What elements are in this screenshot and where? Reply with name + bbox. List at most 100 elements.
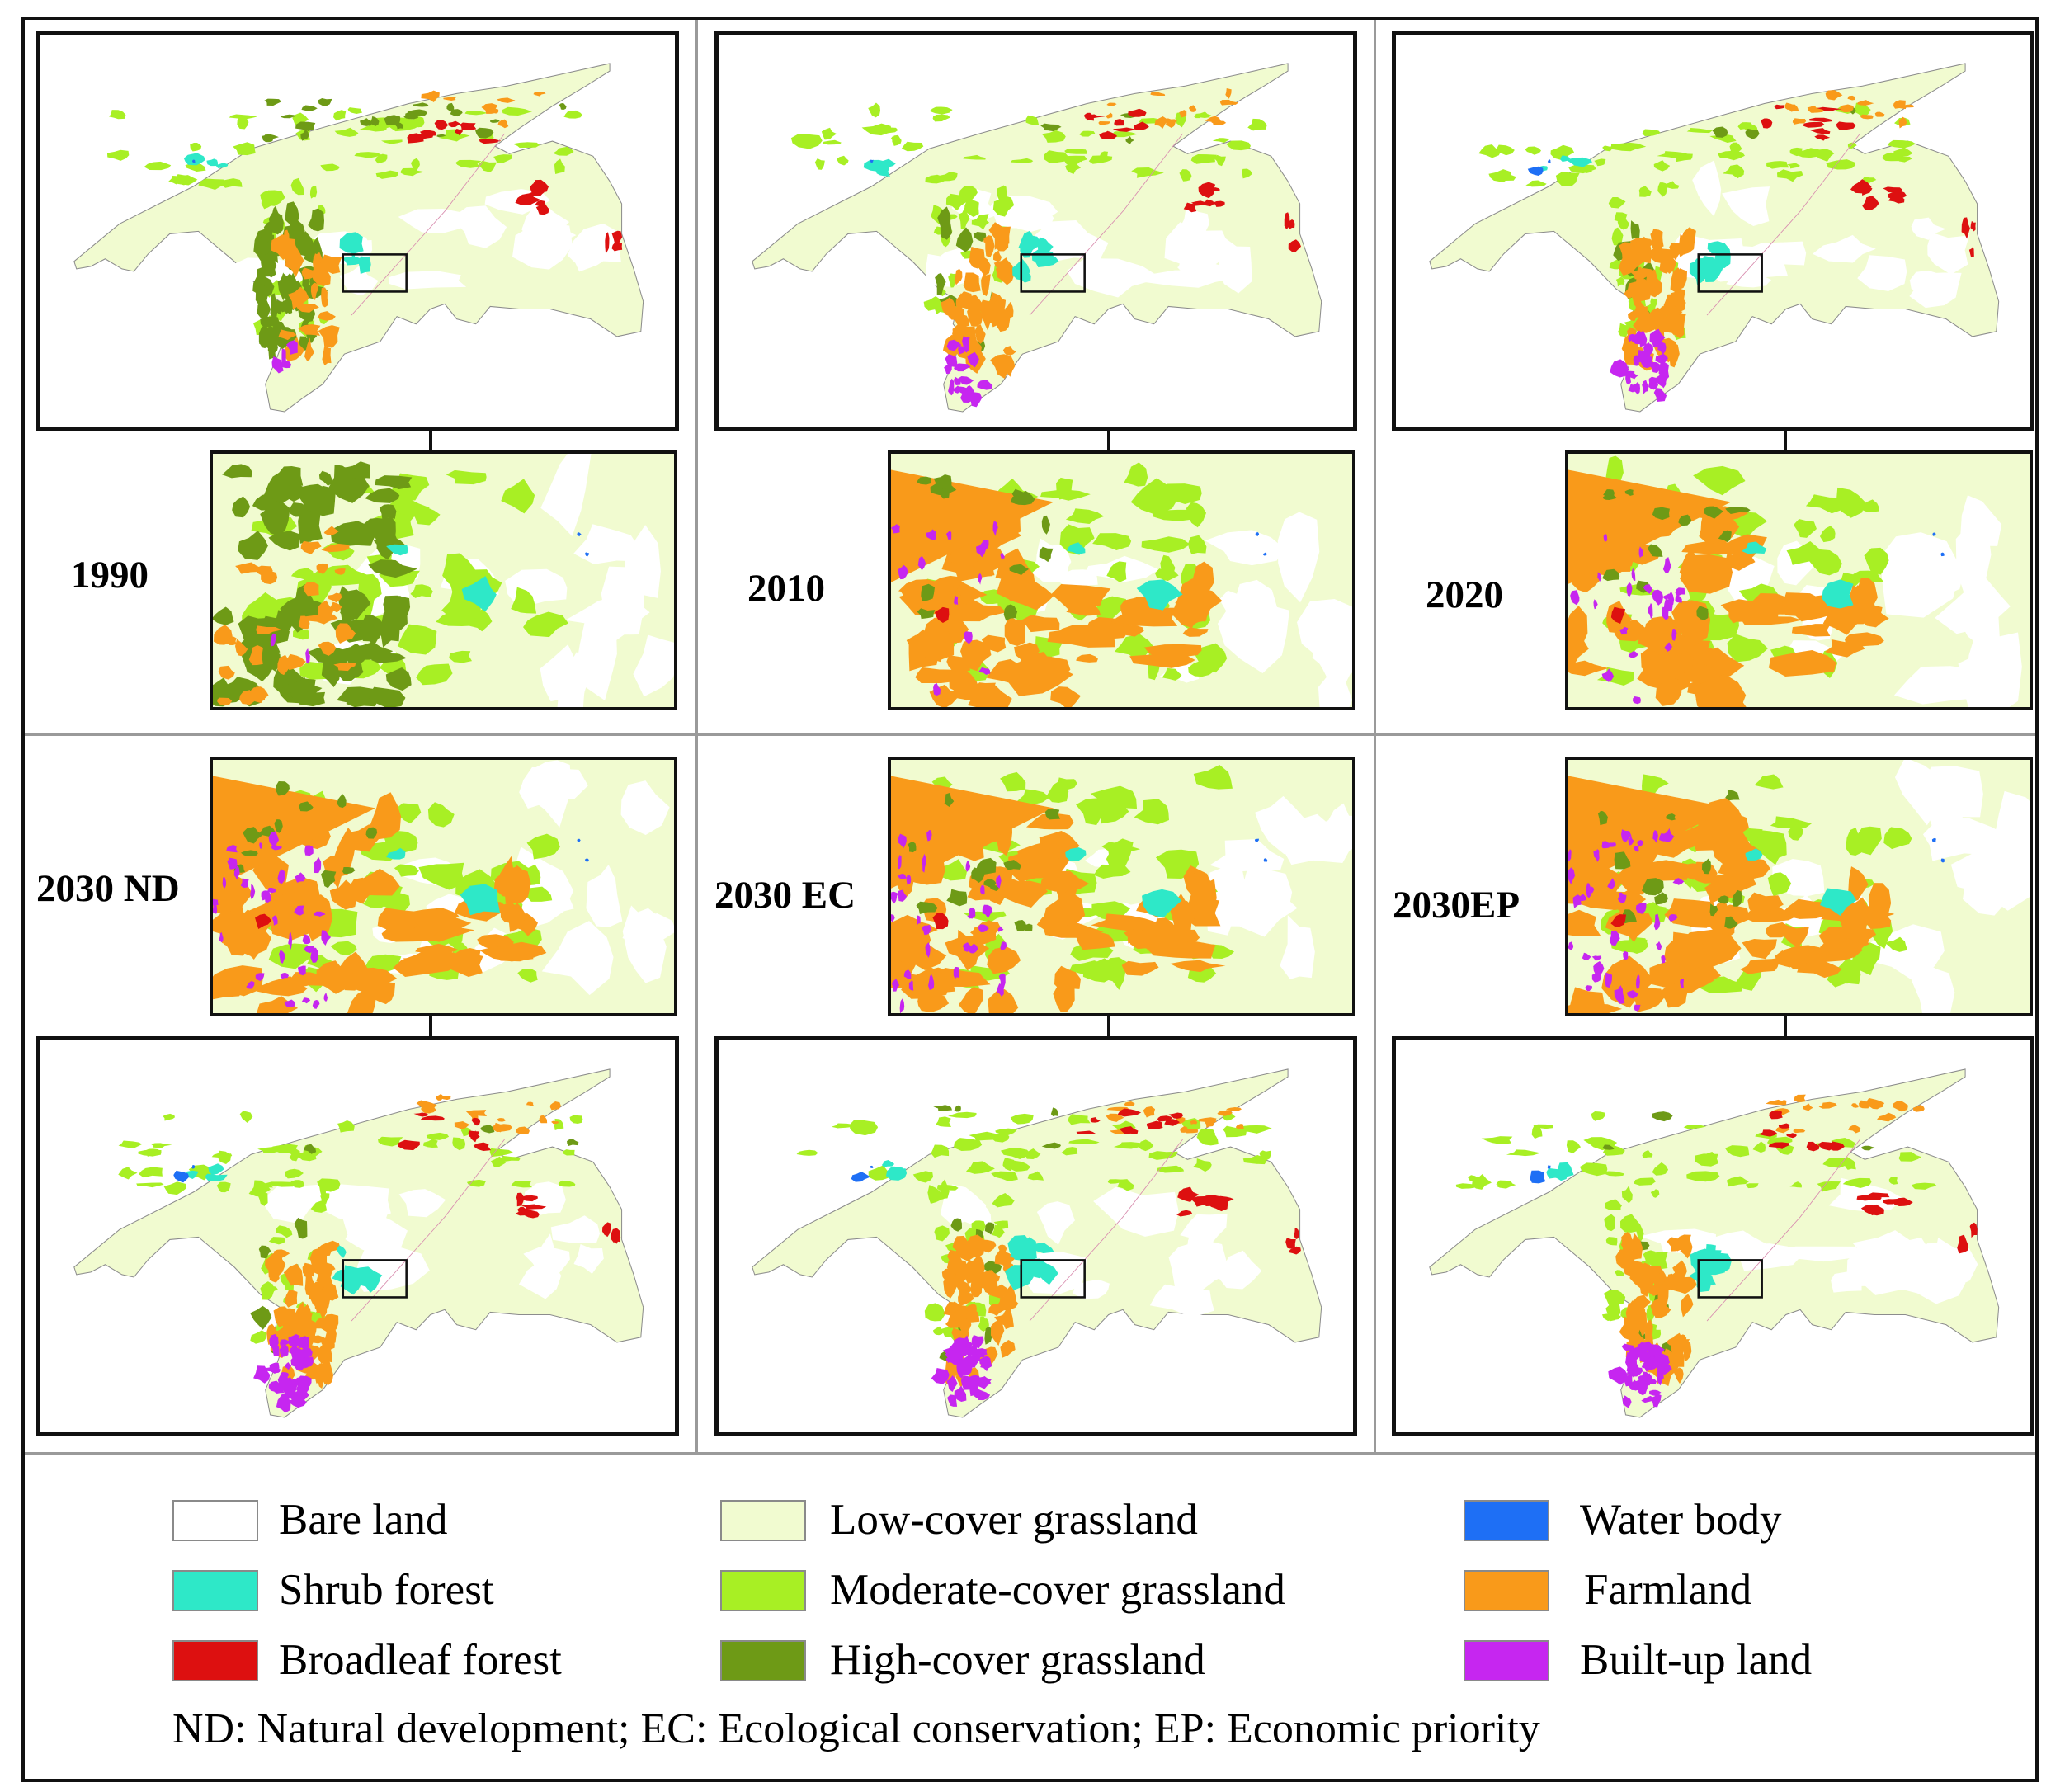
bare-land-patch bbox=[339, 263, 379, 296]
built-up-land-patch bbox=[992, 521, 998, 536]
broadleaf-forest-patch bbox=[448, 120, 461, 128]
farmland-patch bbox=[1865, 1097, 1885, 1108]
moderate-grassland-patch bbox=[963, 154, 986, 160]
moderate-grassland-patch bbox=[290, 177, 304, 196]
moderate-grassland-patch bbox=[1041, 130, 1066, 143]
built-up-land-patch bbox=[1652, 589, 1664, 606]
farmland-patch bbox=[1182, 627, 1209, 637]
high-cover-grassland-patch bbox=[275, 299, 284, 315]
high-cover-grassland-patch bbox=[946, 889, 968, 907]
legend-label: High-cover grassland bbox=[830, 1636, 1205, 1684]
built-up-land-patch bbox=[962, 942, 972, 952]
moderate-grassland-patch bbox=[526, 833, 560, 860]
broadleaf-forest-patch bbox=[1803, 121, 1825, 128]
broadleaf-forest-patch bbox=[521, 1209, 540, 1219]
high-cover-grassland-patch bbox=[1652, 507, 1670, 521]
built-up-land-patch bbox=[1623, 950, 1629, 960]
built-up-land-patch bbox=[1608, 842, 1616, 847]
farmland-patch bbox=[1211, 120, 1227, 125]
built-up-land-patch bbox=[945, 531, 952, 540]
farmland-patch bbox=[1788, 104, 1799, 112]
moderate-grassland-patch bbox=[1683, 1125, 1707, 1129]
broadleaf-forest-patch bbox=[468, 1130, 479, 1138]
built-up-land-patch bbox=[899, 997, 905, 1013]
broadleaf-forest-patch bbox=[611, 1228, 620, 1243]
overview-map-2030-ec bbox=[714, 1036, 1357, 1436]
farmland-patch bbox=[213, 776, 376, 889]
farmland-patch bbox=[1076, 653, 1098, 663]
built-up-land-patch bbox=[917, 555, 926, 571]
moderate-grassland-patch bbox=[380, 139, 403, 144]
high-cover-grassland-patch bbox=[1041, 1142, 1062, 1149]
legend-swatch-shrub-forest bbox=[172, 1570, 258, 1611]
moderate-grassland-patch bbox=[1064, 156, 1082, 163]
moderate-grassland-patch bbox=[1836, 487, 1866, 518]
farmland-patch bbox=[992, 250, 1002, 262]
row-divider bbox=[25, 733, 2035, 736]
water-body-patch bbox=[1527, 166, 1544, 176]
moderate-grassland-patch bbox=[1826, 159, 1855, 170]
high-cover-grassland-patch bbox=[285, 201, 299, 229]
built-up-land-patch bbox=[1657, 1368, 1662, 1386]
shrub-forest-patch bbox=[206, 158, 219, 167]
built-up-land-patch bbox=[906, 875, 912, 885]
farmland-patch bbox=[319, 254, 342, 274]
moderate-grassland-patch bbox=[1602, 145, 1617, 152]
broadleaf-forest-patch bbox=[255, 913, 272, 929]
farmland-patch bbox=[1663, 1271, 1685, 1290]
farmland-patch bbox=[1568, 909, 1601, 936]
farmland-patch bbox=[393, 946, 462, 977]
built-up-land-patch bbox=[933, 682, 941, 696]
farmland-patch bbox=[1121, 960, 1159, 976]
moderate-grassland-patch bbox=[310, 1200, 328, 1213]
farmland-patch bbox=[465, 1110, 488, 1117]
farmland-patch bbox=[1683, 1340, 1692, 1362]
high-cover-grassland-patch bbox=[250, 1305, 272, 1330]
farmland-patch bbox=[1825, 90, 1843, 101]
built-up-land-patch bbox=[1648, 602, 1653, 620]
high-cover-grassland-patch bbox=[1666, 813, 1676, 821]
high-cover-grassland-patch bbox=[359, 615, 386, 646]
zoom-svg bbox=[1568, 760, 2030, 1013]
moderate-grassland-patch bbox=[553, 146, 574, 156]
farmland-patch bbox=[496, 97, 516, 103]
moderate-grassland-patch bbox=[1601, 1171, 1624, 1177]
farmland-patch bbox=[314, 1262, 336, 1276]
bare-land-patch bbox=[565, 595, 650, 625]
farmland-patch bbox=[318, 1340, 332, 1365]
moderate-grassland-patch bbox=[1883, 827, 1912, 850]
built-up-land-patch bbox=[255, 973, 265, 982]
water-body-patch bbox=[584, 858, 589, 863]
moderate-grassland-patch bbox=[938, 171, 958, 182]
moderate-grassland-patch bbox=[268, 1237, 285, 1245]
broadleaf-forest-patch bbox=[1288, 239, 1302, 252]
built-up-land-patch bbox=[226, 845, 238, 853]
built-up-land-patch bbox=[1626, 1366, 1643, 1377]
farmland-patch bbox=[415, 943, 459, 955]
high-cover-grassland-patch bbox=[1642, 878, 1664, 896]
moderate-grassland-patch bbox=[1496, 144, 1515, 156]
high-cover-grassland-patch bbox=[933, 1105, 952, 1111]
shrub-forest-patch bbox=[1067, 542, 1086, 554]
farmland-patch bbox=[1002, 346, 1016, 356]
farmland-patch bbox=[974, 324, 986, 344]
farmland-patch bbox=[1225, 1106, 1242, 1111]
moderate-grassland-patch bbox=[285, 1168, 304, 1179]
farmland-patch bbox=[1196, 879, 1217, 921]
moderate-grassland-patch bbox=[1846, 827, 1862, 856]
farmland-patch bbox=[996, 310, 1011, 332]
moderate-grassland-patch bbox=[309, 186, 318, 199]
water-body-patch bbox=[577, 532, 582, 537]
moderate-grassland-patch bbox=[1864, 547, 1889, 575]
moderate-grassland-patch bbox=[1887, 139, 1916, 149]
built-up-land-patch bbox=[1593, 961, 1605, 977]
built-up-land-patch bbox=[1667, 591, 1675, 607]
farmland-patch bbox=[479, 946, 534, 962]
moderate-grassland-patch bbox=[239, 1111, 253, 1123]
broadleaf-forest-patch bbox=[1758, 1129, 1777, 1137]
farmland-patch bbox=[1051, 583, 1111, 610]
built-up-land-patch bbox=[276, 1394, 291, 1413]
farmland-patch bbox=[992, 299, 1003, 314]
farmland-patch bbox=[962, 1257, 984, 1285]
broadleaf-forest-patch bbox=[601, 1222, 612, 1238]
